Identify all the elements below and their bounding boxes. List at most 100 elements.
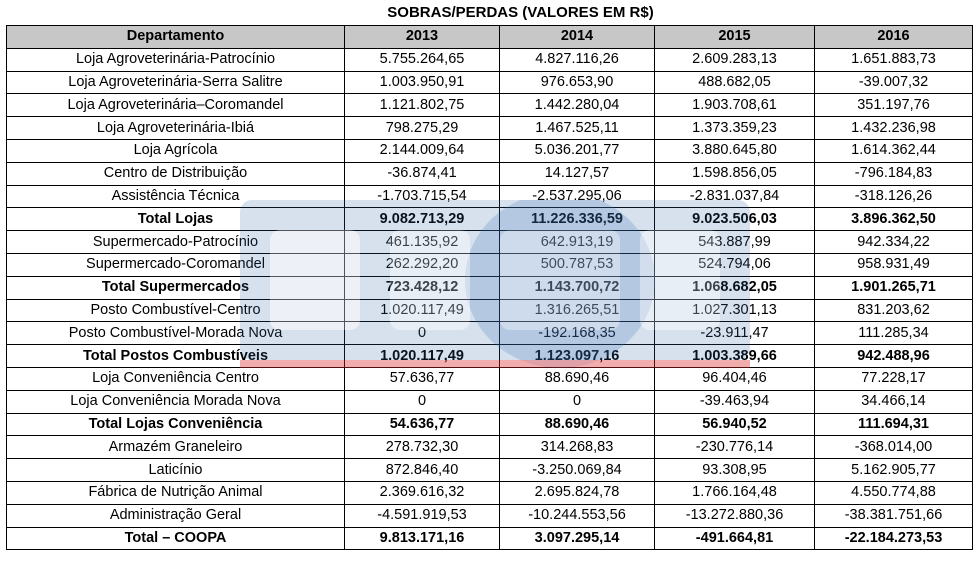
total-row: Total Supermercados 723.428,12 1.143.700,7… bbox=[6, 275, 973, 300]
value-cell-2016: -22.184.273,53 bbox=[814, 526, 973, 551]
value-cell-2013: 9.813.171,16 bbox=[344, 526, 500, 551]
value-cell-2016: 1.651.883,73 bbox=[814, 47, 973, 72]
value-cell-2015: -23.911,47 bbox=[654, 321, 815, 346]
value-cell-2016: 77.228,17 bbox=[814, 366, 973, 391]
value-cell-2014: 11.226.336,59 bbox=[499, 207, 655, 232]
value-cell-2013: 57.636,77 bbox=[344, 366, 500, 391]
value-cell-2015: 1.766.164,48 bbox=[654, 480, 815, 505]
value-cell-2013: -1.703.715,54 bbox=[344, 184, 500, 209]
value-cell-2016: 3.896.362,50 bbox=[814, 207, 973, 232]
value-cell-2013: 262.292,20 bbox=[344, 252, 500, 277]
department-cell: Loja Agroveterinária-Ibiá bbox=[6, 116, 345, 140]
value-cell-2016: -368.014,00 bbox=[814, 435, 973, 460]
department-cell: Armazém Graneleiro bbox=[6, 435, 345, 460]
total-row: Total Lojas Conveniência 54.636,77 88.690,… bbox=[6, 412, 973, 437]
value-cell-2014: 1.143.700,72 bbox=[499, 275, 655, 300]
table-row: Posto Combustível-Centro 1.020.117,49 1.31… bbox=[6, 298, 973, 323]
value-cell-2014: -10.244.553,56 bbox=[499, 503, 655, 528]
value-cell-2015: -491.664,81 bbox=[654, 526, 815, 551]
total-row: Total – COOPA 9.813.171,16 3.097.295,14 -49… bbox=[6, 526, 973, 551]
department-cell: Loja Agroveterinária-Patrocínio bbox=[6, 47, 345, 72]
department-cell: Loja Agroveterinária–Coromandel bbox=[6, 93, 345, 118]
department-cell: Total Lojas bbox=[6, 207, 345, 232]
value-cell-2015: 9.023.506,03 bbox=[654, 207, 815, 232]
value-cell-2016: 942.488,96 bbox=[814, 344, 973, 368]
department-cell: Total – COOPA bbox=[6, 526, 345, 551]
table-row: Centro de Distribuição -36.874,41 14.127,5… bbox=[6, 161, 973, 186]
value-cell-2013: 0 bbox=[344, 321, 500, 346]
value-cell-2014: 88.690,46 bbox=[499, 412, 655, 437]
value-cell-2015: 543.887,99 bbox=[654, 230, 815, 254]
value-cell-2014: 1.467.525,11 bbox=[499, 116, 655, 140]
value-cell-2016: -318.126,26 bbox=[814, 184, 973, 209]
value-cell-2016: 1.432.236,98 bbox=[814, 116, 973, 140]
table-title: SOBRAS/PERDAS (VALORES EM R$) bbox=[387, 4, 654, 21]
table-body: Loja Agroveterinária-Patrocínio 5.755.264… bbox=[6, 47, 973, 551]
value-cell-2013: 5.755.264,65 bbox=[344, 47, 500, 72]
value-cell-2014: 1.123.097,16 bbox=[499, 344, 655, 368]
value-cell-2013: 2.369.616,32 bbox=[344, 480, 500, 505]
value-cell-2014: 88.690,46 bbox=[499, 366, 655, 391]
value-cell-2015: 524.794,06 bbox=[654, 252, 815, 277]
department-cell: Laticínio bbox=[6, 458, 345, 482]
value-cell-2016: 1.614.362,44 bbox=[814, 138, 973, 163]
table-row: Supermercado-Coromandel 262.292,20 500.787… bbox=[6, 252, 973, 277]
value-cell-2016: 351.197,76 bbox=[814, 93, 973, 118]
department-cell: Posto Combustível-Centro bbox=[6, 298, 345, 323]
total-row: Total Lojas 9.082.713,29 11.226.336,59 9.02… bbox=[6, 207, 973, 232]
value-cell-2014: 0 bbox=[499, 389, 655, 414]
header-2016: 2016 bbox=[814, 25, 973, 49]
value-cell-2014: 14.127,57 bbox=[499, 161, 655, 186]
department-cell: Total Supermercados bbox=[6, 275, 345, 300]
department-cell: Loja Agrícola bbox=[6, 138, 345, 163]
value-cell-2016: 4.550.774,88 bbox=[814, 480, 973, 505]
header-departamento: Departamento bbox=[6, 25, 345, 49]
department-cell: Centro de Distribuição bbox=[6, 161, 345, 186]
value-cell-2015: 3.880.645,80 bbox=[654, 138, 815, 163]
value-cell-2013: 872.846,40 bbox=[344, 458, 500, 482]
value-cell-2013: -36.874,41 bbox=[344, 161, 500, 186]
department-cell: Supermercado-Patrocínio bbox=[6, 230, 345, 254]
department-cell: Assistência Técnica bbox=[6, 184, 345, 209]
department-cell: Supermercado-Coromandel bbox=[6, 252, 345, 277]
header-2014: 2014 bbox=[499, 25, 655, 49]
value-cell-2014: 5.036.201,77 bbox=[499, 138, 655, 163]
table-row: Armazém Graneleiro 278.732,30 314.268,83 -2… bbox=[6, 435, 973, 460]
table-row: Loja Agroveterinária–Coromandel 1.121.802… bbox=[6, 93, 973, 118]
value-cell-2015: 1.003.389,66 bbox=[654, 344, 815, 368]
value-cell-2014: 976.653,90 bbox=[499, 70, 655, 95]
value-cell-2016: 111.694,31 bbox=[814, 412, 973, 437]
value-cell-2016: -38.381.751,66 bbox=[814, 503, 973, 528]
department-cell: Loja Conveniência Morada Nova bbox=[6, 389, 345, 414]
value-cell-2016: -39.007,32 bbox=[814, 70, 973, 95]
table-row: Loja Agroveterinária-Ibiá 798.275,29 1.467… bbox=[6, 116, 973, 140]
department-cell: Posto Combustível-Morada Nova bbox=[6, 321, 345, 346]
value-cell-2015: 2.609.283,13 bbox=[654, 47, 815, 72]
value-cell-2013: 54.636,77 bbox=[344, 412, 500, 437]
value-cell-2015: 1.027.301,13 bbox=[654, 298, 815, 323]
table-row: Fábrica de Nutrição Animal 2.369.616,32 2.… bbox=[6, 480, 973, 505]
value-cell-2015: -39.463,94 bbox=[654, 389, 815, 414]
header-2015: 2015 bbox=[654, 25, 815, 49]
department-cell: Administração Geral bbox=[6, 503, 345, 528]
value-cell-2014: -2.537.295,06 bbox=[499, 184, 655, 209]
table-row: Supermercado-Patrocínio 461.135,92 642.913… bbox=[6, 230, 973, 254]
value-cell-2013: 1.121.802,75 bbox=[344, 93, 500, 118]
value-cell-2013: 723.428,12 bbox=[344, 275, 500, 300]
value-cell-2013: -4.591.919,53 bbox=[344, 503, 500, 528]
header-row: Departamento 2013 2014 2015 2016 bbox=[6, 25, 973, 49]
value-cell-2015: -13.272.880,36 bbox=[654, 503, 815, 528]
header-2013: 2013 bbox=[344, 25, 500, 49]
value-cell-2015: 56.940,52 bbox=[654, 412, 815, 437]
value-cell-2014: 4.827.116,26 bbox=[499, 47, 655, 72]
table-row: Loja Conveniência Centro 57.636,77 88.690,… bbox=[6, 366, 973, 391]
table-row: Loja Agrícola 2.144.009,64 5.036.201,77 3.8… bbox=[6, 138, 973, 163]
value-cell-2015: 488.682,05 bbox=[654, 70, 815, 95]
value-cell-2013: 798.275,29 bbox=[344, 116, 500, 140]
value-cell-2015: -230.776,14 bbox=[654, 435, 815, 460]
value-cell-2014: 1.442.280,04 bbox=[499, 93, 655, 118]
value-cell-2013: 1.003.950,91 bbox=[344, 70, 500, 95]
value-cell-2015: 1.068.682,05 bbox=[654, 275, 815, 300]
value-cell-2014: 642.913,19 bbox=[499, 230, 655, 254]
table-row: Assistência Técnica -1.703.715,54 -2.537.2… bbox=[6, 184, 973, 209]
